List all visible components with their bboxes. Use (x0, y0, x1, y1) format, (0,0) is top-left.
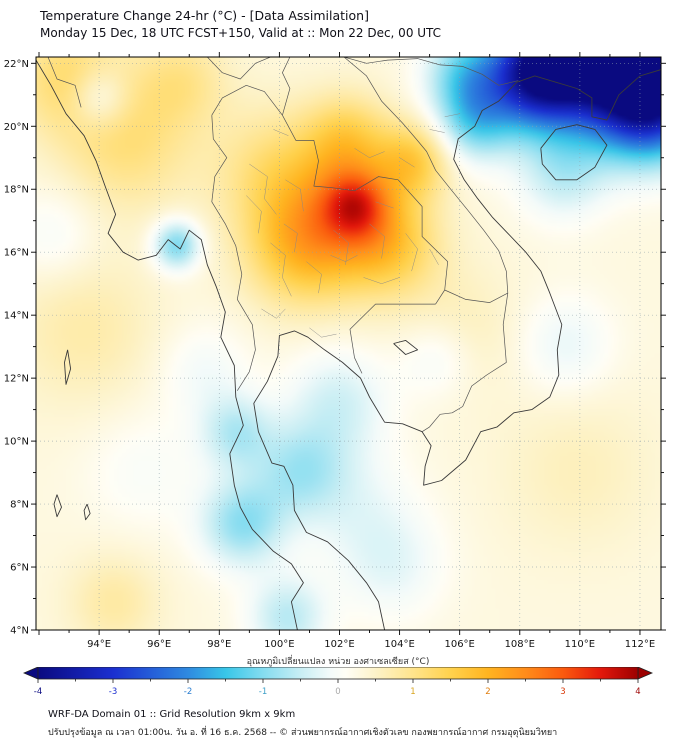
colorbar-tick-label: 4 (635, 687, 640, 697)
colorbar-tick-label: 0 (335, 687, 340, 697)
x-axis-label: 100°E (264, 639, 294, 650)
figure-subtitle: Monday 15 Dec, 18 UTC FCST+150, Valid at… (40, 25, 442, 40)
x-axis-label: 110°E (565, 639, 595, 650)
colorbar-tick-label: -4 (34, 687, 42, 697)
figure-title: Temperature Change 24-hr (°C) - [Data As… (40, 8, 369, 23)
colorbar-gradient-bar (37, 667, 639, 680)
colorbar-tick-label: 1 (410, 687, 415, 697)
x-axis-label: 106°E (444, 639, 474, 650)
x-axis-label: 104°E (384, 639, 414, 650)
x-axis-label: 108°E (505, 639, 535, 650)
x-axis-label: 96°E (147, 639, 171, 650)
y-axis-label: 6°N (10, 563, 29, 574)
colorbar-tick-label: -2 (184, 687, 192, 697)
x-axis-label: 98°E (207, 639, 231, 650)
y-axis-label: 22°N (4, 59, 29, 70)
x-axis-label: 112°E (625, 639, 655, 650)
colorbar-tick-label: 2 (485, 687, 490, 697)
y-axis-label: 20°N (4, 122, 29, 133)
figure-header: Temperature Change 24-hr (°C) - [Data As… (40, 8, 441, 41)
colorbar-tick-label: -1 (259, 687, 267, 697)
footer-credit: ปรับปรุงข้อมูล ณ เวลา 01:00น. วัน อ. ที่… (48, 728, 558, 738)
colorbar-tick-label: 3 (560, 687, 565, 697)
colorbar-tick-label: -3 (109, 687, 117, 697)
y-axis-label: 8°N (10, 500, 29, 511)
y-axis-label: 18°N (4, 185, 29, 196)
y-axis-label: 4°N (10, 626, 29, 637)
colorbar: -4 -3 -2 -1 0 1 2 3 4 (22, 667, 654, 697)
temperature-field-canvas (36, 57, 661, 630)
y-axis-label: 12°N (4, 374, 29, 385)
x-axis-label: 94°E (87, 639, 111, 650)
colorbar-left-arrow (22, 667, 39, 680)
footer-domain-info: WRF-DA Domain 01 :: Grid Resolution 9km … (48, 709, 296, 720)
y-axis-label: 10°N (4, 437, 29, 448)
x-axis-label: 102°E (324, 639, 354, 650)
colorbar-right-arrow (637, 667, 654, 680)
y-axis-label: 14°N (4, 311, 29, 322)
colorbar-label: อุณหภูมิเปลี่ยนแปลง หน่วย องศาเซลเซียส (… (246, 657, 430, 667)
y-axis-label: 16°N (4, 248, 29, 259)
